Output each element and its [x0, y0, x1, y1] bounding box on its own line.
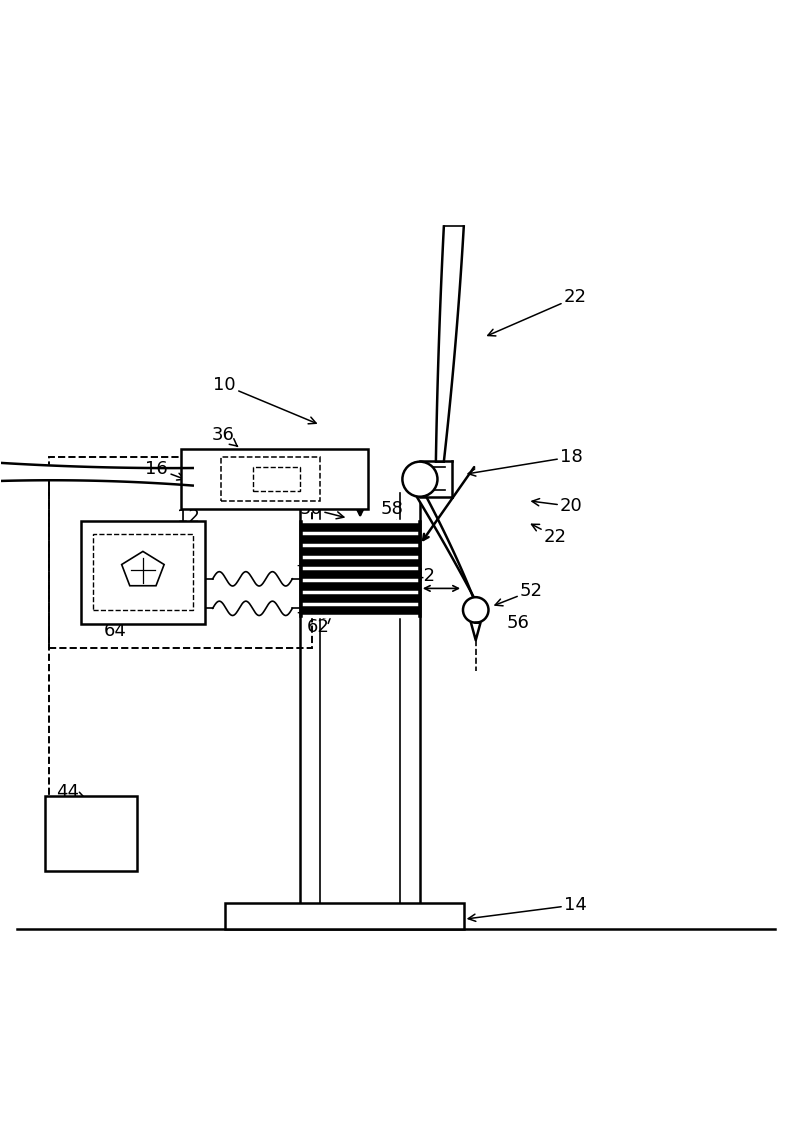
Bar — [50, 457, 312, 648]
Circle shape — [463, 597, 489, 622]
Text: 16: 16 — [146, 460, 185, 480]
Polygon shape — [0, 462, 193, 485]
Text: 62: 62 — [307, 615, 331, 637]
Polygon shape — [436, 226, 464, 462]
Bar — [221, 457, 320, 501]
Text: 22: 22 — [531, 525, 567, 546]
Text: 20: 20 — [532, 498, 582, 516]
Bar — [181, 448, 368, 509]
Text: 56: 56 — [506, 613, 530, 631]
Polygon shape — [417, 497, 481, 610]
Text: −: − — [295, 604, 309, 622]
Text: 58: 58 — [381, 500, 418, 575]
Text: 50: 50 — [299, 500, 344, 519]
Text: 22: 22 — [488, 288, 587, 336]
Text: 18: 18 — [468, 448, 582, 476]
Text: 40: 40 — [206, 491, 240, 510]
Bar — [225, 904, 464, 929]
Text: 64: 64 — [104, 622, 127, 640]
Text: 12: 12 — [144, 508, 200, 557]
Bar — [300, 520, 420, 617]
Text: 42: 42 — [413, 567, 435, 585]
Text: 44: 44 — [56, 782, 85, 800]
Bar — [46, 796, 137, 871]
Text: 52: 52 — [495, 582, 543, 605]
Text: 14: 14 — [468, 896, 587, 921]
Text: 36: 36 — [211, 426, 238, 446]
Circle shape — [402, 462, 438, 497]
Text: 10: 10 — [214, 377, 316, 424]
Text: +: + — [295, 559, 308, 574]
Bar — [93, 535, 193, 610]
Bar — [81, 520, 205, 624]
Bar — [253, 467, 300, 491]
